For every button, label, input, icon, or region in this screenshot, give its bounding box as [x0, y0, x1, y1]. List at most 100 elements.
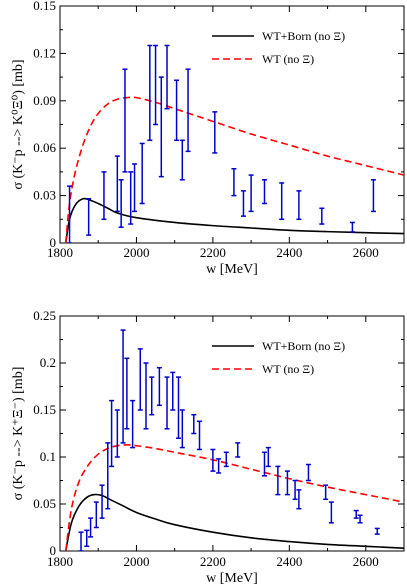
error-bar — [84, 529, 90, 548]
error-bar — [93, 501, 99, 529]
error-bar — [86, 198, 92, 236]
error-bar — [279, 182, 285, 221]
y-tick-label: 0.03 — [33, 188, 56, 203]
error-bar — [130, 399, 136, 449]
y-tick-label: 0 — [50, 543, 57, 558]
x-tick-label: 2400 — [276, 245, 302, 260]
y-axis-title: σ (K⁻p --> K⁰Ξ⁰) [mb] — [11, 59, 26, 189]
plot-area — [64, 329, 404, 551]
error-bar — [265, 446, 271, 468]
y-tick-label: 0.05 — [33, 496, 56, 511]
y-axis-title: σ (K⁻p --> K⁺Ξ⁻) [mb] — [11, 367, 26, 501]
legend-label: WT+Born (no Ξ) — [262, 339, 345, 353]
error-bar — [153, 44, 159, 126]
x-axis-title: w [MeV] — [206, 262, 258, 277]
error-bar — [158, 76, 164, 178]
series-line-wt-born — [64, 493, 404, 551]
series-line-wt-born — [64, 197, 404, 243]
error-bar — [261, 179, 267, 205]
x-tick-label: 1800 — [47, 245, 73, 260]
error-bar — [370, 179, 376, 213]
error-bar — [240, 190, 246, 217]
error-bar — [139, 142, 145, 205]
error-bar — [88, 517, 94, 538]
legend-label: WT+Born (no Ξ) — [262, 29, 345, 43]
series-line-wt — [64, 443, 404, 551]
error-bar — [105, 442, 111, 510]
error-bar — [147, 44, 153, 142]
error-bar — [296, 489, 302, 510]
error-bar — [328, 501, 334, 524]
legend: WT+Born (no Ξ) WT (no Ξ) — [212, 339, 345, 376]
error-bar — [296, 190, 302, 221]
error-bar — [284, 470, 290, 496]
error-bar — [261, 451, 267, 477]
error-bar — [101, 171, 107, 221]
series-line-wt — [64, 96, 404, 243]
error-bar — [78, 531, 84, 551]
error-bar — [323, 484, 329, 501]
error-bar — [248, 174, 254, 213]
error-bar — [353, 509, 359, 519]
y-tick-label: 0.15 — [33, 0, 56, 13]
error-bar — [156, 366, 162, 407]
y-tick-label: 0.1 — [40, 449, 56, 464]
chart-panel-1: 1800 2000 2200 2400 2600 0 0.03 0.06 0.09 0.12 0.1… — [11, 0, 405, 277]
x-tick-label: 2400 — [276, 554, 302, 569]
error-bar — [305, 463, 311, 482]
error-bar — [67, 185, 73, 243]
error-bar — [179, 139, 185, 181]
x-tick-label: 1800 — [47, 554, 73, 569]
x-tick-label: 2000 — [123, 245, 149, 260]
x-tick-label: 2200 — [200, 245, 226, 260]
error-bar — [164, 44, 170, 110]
legend-label: WT (no Ξ) — [262, 362, 314, 376]
error-bar — [175, 376, 181, 439]
x-axis-title: w [MeV] — [206, 571, 258, 586]
error-bar — [216, 458, 222, 474]
x-tick-label: 2000 — [123, 554, 149, 569]
error-bar — [191, 413, 197, 435]
y-tick-label: 0 — [50, 235, 57, 250]
plot-area — [64, 44, 404, 243]
y-tick-label: 0.09 — [33, 93, 56, 108]
error-bar — [137, 348, 143, 411]
error-bar — [120, 329, 126, 444]
error-bar — [149, 376, 155, 416]
error-bar — [235, 442, 241, 458]
error-bar — [349, 221, 355, 233]
error-bar — [164, 376, 170, 430]
error-bar — [109, 399, 115, 468]
error-bar — [374, 527, 380, 535]
plot-frame — [59, 5, 405, 244]
x-tick-label: 2600 — [353, 245, 379, 260]
error-bar — [174, 79, 180, 142]
error-bar — [122, 68, 128, 173]
error-bar — [99, 484, 105, 519]
error-bar — [210, 448, 216, 472]
y-tick-label: 0.06 — [33, 140, 56, 155]
error-bar — [319, 207, 325, 225]
error-bar — [128, 171, 134, 225]
error-bar — [118, 179, 124, 228]
y-tick-label: 0.2 — [40, 355, 56, 370]
legend-label: WT (no Ξ) — [262, 52, 314, 66]
error-bar — [231, 167, 237, 197]
error-bar — [292, 479, 298, 501]
legend: WT+Born (no Ξ) WT (no Ξ) — [212, 29, 345, 66]
error-bar — [179, 409, 185, 449]
chart-panel-2: 1800 2000 2200 2400 2600 0 0.05 0.1 0.15 0.2 0.25 w… — [11, 308, 405, 586]
error-bar — [275, 465, 281, 496]
error-bar — [114, 155, 120, 213]
y-tick-label: 0.15 — [33, 402, 56, 417]
x-tick-label: 2200 — [200, 554, 226, 569]
error-bar — [132, 163, 138, 213]
y-tick-label: 0.25 — [33, 308, 56, 323]
error-bar — [197, 420, 203, 451]
error-bar — [357, 514, 363, 524]
error-bar — [143, 362, 149, 430]
error-bar — [124, 357, 130, 430]
error-bar — [170, 371, 176, 411]
x-tick-label: 2600 — [353, 554, 379, 569]
